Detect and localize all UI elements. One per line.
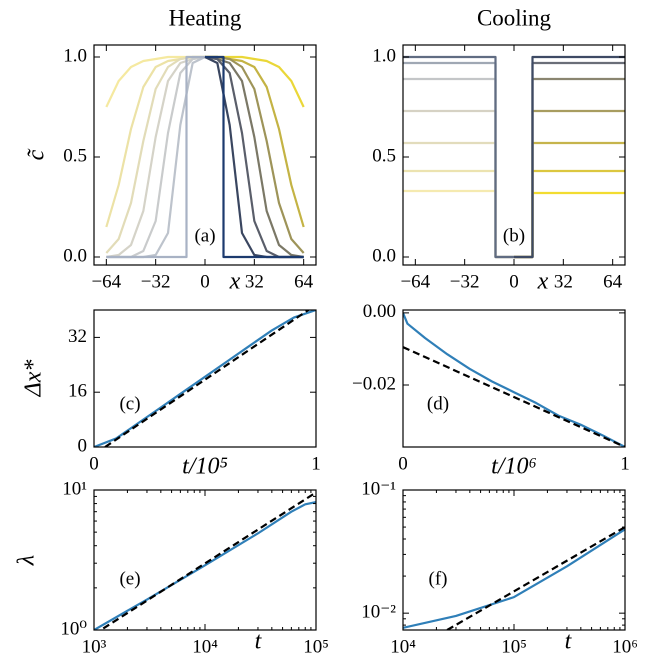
data-line [403, 109, 514, 259]
data-line [403, 528, 625, 629]
x-tick-label: 0 [200, 271, 210, 292]
panel-label: (f) [429, 568, 448, 589]
y-tick-label: 0 [78, 435, 88, 456]
x-tick-label: 32 [245, 271, 264, 292]
y-axis-label: Δx* [21, 360, 47, 398]
x-tick-label: 10⁵ [303, 636, 329, 657]
panel-label: (d) [427, 393, 449, 414]
x-tick-label: 32 [554, 271, 573, 292]
x-tick-label: 0 [509, 271, 519, 292]
y-tick-label: 0.00 [363, 301, 396, 322]
x-tick-label: 10⁶ [612, 636, 638, 657]
y-tick-label: −0.02 [352, 373, 396, 394]
data-line [514, 109, 625, 259]
axes-frame [93, 44, 317, 266]
y-tick-label: 0.5 [372, 145, 396, 166]
data-line [94, 310, 316, 447]
y-tick-label: 10¹ [62, 478, 87, 499]
plot-area [403, 55, 625, 259]
y-tick-label: 0.0 [63, 245, 87, 266]
data-line [403, 141, 514, 259]
data-line [514, 77, 625, 259]
data-line [514, 169, 625, 259]
x-tick-label: −64 [91, 271, 121, 292]
x-tick-label: 1 [620, 453, 630, 474]
x-tick-label: 10³ [82, 636, 107, 657]
panel-title: Cooling [477, 5, 552, 30]
axes-frame [93, 309, 317, 448]
data-line [514, 61, 625, 259]
y-tick-label: 10⁰ [60, 618, 87, 639]
panel-label: (b) [503, 225, 525, 246]
y-tick-label: 1.0 [372, 45, 396, 66]
panel-label: (e) [119, 568, 140, 589]
axes-frame [402, 309, 626, 448]
x-axis-label: t/10⁵ [182, 454, 228, 480]
x-axis-label: t/10⁶ [491, 454, 537, 480]
data-line [403, 77, 514, 259]
y-axis-label: c̃ [24, 148, 50, 160]
x-tick-label: −64 [400, 271, 430, 292]
y-tick-label: 10⁻¹ [361, 478, 396, 499]
panel-label: (a) [194, 225, 215, 246]
panel-title: Heating [169, 5, 242, 30]
x-tick-label: −32 [450, 271, 480, 292]
data-line [403, 169, 514, 259]
y-tick-label: 32 [68, 326, 87, 347]
y-tick-label: 0.5 [63, 145, 87, 166]
plot-area [94, 491, 316, 630]
x-tick-label: 10⁴ [192, 636, 218, 657]
plot-area [403, 312, 625, 447]
plot-area [94, 310, 316, 447]
x-tick-label: 10⁴ [390, 636, 416, 657]
data-line [514, 55, 625, 259]
y-axis-label: λ [14, 555, 40, 566]
x-axis-label: t [565, 629, 573, 655]
x-axis-label: t [255, 629, 263, 655]
x-tick-label: 10⁵ [501, 636, 527, 657]
y-tick-label: 10⁻² [361, 602, 396, 623]
y-tick-label: 1.0 [63, 45, 87, 66]
data-line [403, 55, 514, 259]
fit-line [104, 310, 311, 447]
axes-frame [402, 44, 626, 266]
x-axis-label: x [537, 269, 549, 295]
y-tick-label: 0.0 [372, 245, 396, 266]
x-tick-label: 64 [603, 271, 623, 292]
plot-area [403, 526, 625, 630]
fit-line [98, 491, 316, 630]
data-line [403, 312, 625, 447]
fit-line [403, 346, 625, 447]
data-line [106, 55, 206, 259]
y-tick-label: 16 [68, 381, 87, 402]
x-tick-label: 0 [398, 453, 408, 474]
axes-frame [402, 489, 626, 631]
data-line [205, 55, 304, 259]
x-tick-label: 0 [89, 453, 99, 474]
axes-frame [93, 489, 317, 631]
data-line [204, 55, 304, 259]
x-axis-label: x [229, 269, 241, 295]
plot-area [105, 55, 305, 259]
data-line [403, 189, 514, 259]
fit-line [446, 526, 625, 630]
data-line [105, 55, 205, 108]
panel-label: (c) [119, 393, 140, 414]
data-line [403, 61, 514, 259]
x-tick-label: 64 [294, 271, 314, 292]
data-line [106, 55, 205, 259]
x-tick-label: 1 [311, 453, 321, 474]
x-tick-label: −32 [141, 271, 171, 292]
data-line [514, 191, 625, 259]
data-line [205, 55, 305, 108]
data-line [94, 500, 316, 630]
data-line [514, 141, 625, 259]
